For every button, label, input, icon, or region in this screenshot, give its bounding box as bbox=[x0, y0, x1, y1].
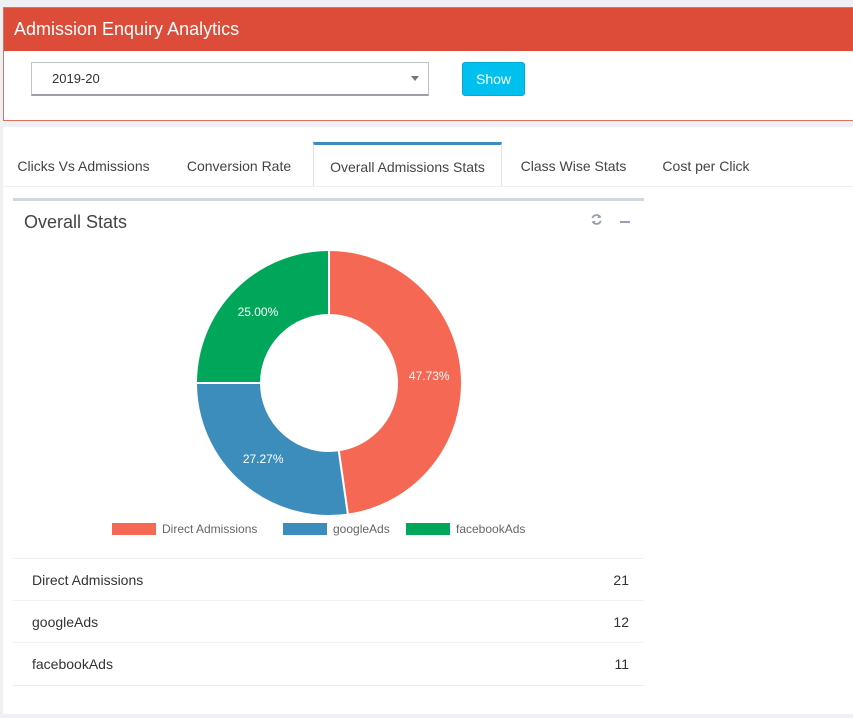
tab-cost-per-click[interactable]: Cost per Click bbox=[662, 158, 750, 174]
show-button[interactable]: Show bbox=[462, 62, 525, 96]
row-label: googleAds bbox=[32, 614, 99, 630]
tab-bar: Clicks Vs Admissions Conversion Rate Ove… bbox=[3, 142, 853, 187]
legend-label[interactable]: facebookAds bbox=[456, 522, 525, 536]
refresh-icon[interactable] bbox=[590, 213, 604, 229]
slice-Direct Admissions[interactable] bbox=[328, 248, 463, 516]
table-row: Direct Admissions 21 bbox=[13, 558, 644, 600]
row-label: facebookAds bbox=[32, 656, 113, 672]
slice-facebookAds[interactable] bbox=[194, 248, 330, 384]
tab-class-wise-stats[interactable]: Class Wise Stats bbox=[520, 158, 627, 174]
minus-icon[interactable] bbox=[618, 213, 632, 229]
slice-label: 25.00% bbox=[238, 305, 279, 319]
table-row: facebookAds 11 bbox=[13, 642, 644, 684]
overall-stats-box: Overall Stats 47.73% 27.27% 25.00% Direct A… bbox=[13, 198, 644, 686]
slice-googleAds[interactable] bbox=[194, 382, 350, 517]
legend-swatch[interactable] bbox=[112, 523, 156, 535]
legend-label[interactable]: Direct Admissions bbox=[162, 522, 257, 536]
doughnut-chart: 47.73% 27.27% 25.00% Direct Admissions googl… bbox=[112, 248, 525, 536]
row-value: 11 bbox=[614, 656, 629, 672]
page-title: Admission Enquiry Analytics bbox=[4, 8, 853, 51]
row-value: 12 bbox=[613, 614, 629, 630]
tab-clicks-vs-admissions[interactable]: Clicks Vs Admissions bbox=[17, 158, 150, 174]
slice-label: 47.73% bbox=[409, 369, 450, 383]
row-value: 21 bbox=[613, 572, 629, 588]
legend-swatch[interactable] bbox=[406, 523, 450, 535]
box-tools bbox=[580, 213, 632, 231]
legend-label[interactable]: googleAds bbox=[333, 522, 390, 536]
box-title: Overall Stats bbox=[24, 212, 128, 232]
analytics-panel: Clicks Vs Admissions Conversion Rate Ove… bbox=[3, 127, 853, 714]
tab-overall-admissions-stats[interactable]: Overall Admissions Stats bbox=[313, 142, 502, 186]
legend-swatch[interactable] bbox=[283, 523, 327, 535]
filter-panel: Admission Enquiry Analytics 2019-20 Show bbox=[3, 7, 853, 121]
row-label: Direct Admissions bbox=[32, 572, 144, 588]
year-select[interactable]: 2019-20 bbox=[31, 62, 429, 96]
slice-label: 27.27% bbox=[243, 452, 284, 466]
chevron-down-icon bbox=[411, 76, 419, 81]
table-row: googleAds 12 bbox=[13, 600, 644, 642]
divider bbox=[13, 685, 644, 686]
year-select-value: 2019-20 bbox=[52, 71, 100, 86]
tab-conversion-rate[interactable]: Conversion Rate bbox=[186, 158, 292, 174]
